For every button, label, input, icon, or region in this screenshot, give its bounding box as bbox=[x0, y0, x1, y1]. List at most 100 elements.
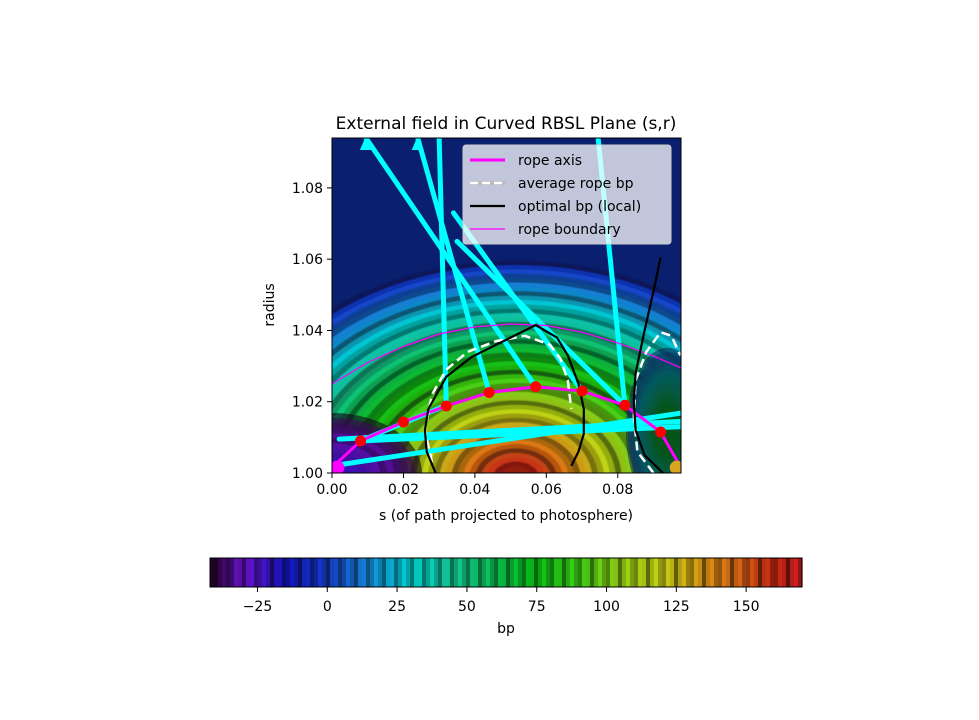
rope-footpoint bbox=[669, 460, 681, 473]
rope-axis-point bbox=[655, 426, 667, 438]
colorbar-band bbox=[574, 558, 579, 587]
colorbar-band bbox=[638, 558, 643, 587]
colorbar-band bbox=[714, 558, 719, 587]
colorbar-band bbox=[278, 558, 283, 587]
x-tick-label: 0.08 bbox=[602, 482, 633, 498]
colorbar-band bbox=[522, 558, 527, 587]
colorbar-band bbox=[442, 558, 447, 587]
rope-axis-point bbox=[355, 435, 367, 447]
x-axis-ticks: 0.00 0.02 0.04 0.06 0.08 bbox=[316, 473, 633, 498]
colorbar-band bbox=[350, 558, 355, 587]
colorbar-band bbox=[306, 558, 311, 587]
colorbar-band bbox=[338, 558, 343, 587]
colorbar-band bbox=[734, 558, 739, 587]
colorbar-band bbox=[738, 558, 743, 587]
colorbar-band bbox=[450, 558, 455, 587]
colorbar-band bbox=[458, 558, 463, 587]
colorbar-band bbox=[498, 558, 503, 587]
colorbar-gradient bbox=[210, 558, 803, 587]
colorbar-frame bbox=[209, 557, 803, 588]
x-tick-label: 0.06 bbox=[531, 482, 562, 498]
colorbar-tick-label: 75 bbox=[528, 599, 546, 615]
colorbar-band bbox=[478, 558, 483, 587]
colorbar-band bbox=[374, 558, 379, 587]
colorbar-band bbox=[218, 558, 223, 587]
colorbar-band bbox=[610, 558, 615, 587]
colorbar-band bbox=[266, 558, 271, 587]
colorbar-band bbox=[474, 558, 479, 587]
colorbar-band bbox=[674, 558, 679, 587]
colorbar-band bbox=[730, 558, 735, 587]
colorbar-band bbox=[214, 558, 219, 587]
field-line bbox=[336, 418, 681, 442]
rope-axis-point bbox=[397, 416, 409, 428]
colorbar-band bbox=[434, 558, 439, 587]
y-tick-label: 1.08 bbox=[292, 181, 323, 197]
colorbar-band bbox=[362, 558, 367, 587]
colorbar-band bbox=[282, 558, 287, 587]
series-line-rope-axis bbox=[332, 385, 681, 469]
colorbar: −25 0 25 50 75 100 125 150 bp bbox=[209, 557, 803, 637]
colorbar-band bbox=[298, 558, 303, 587]
colorbar-band bbox=[726, 558, 731, 587]
colorbar-band bbox=[414, 558, 419, 587]
colorbar-band bbox=[646, 558, 651, 587]
colorbar-band bbox=[706, 558, 711, 587]
colorbar-band bbox=[466, 558, 471, 587]
colorbar-band bbox=[402, 558, 407, 587]
colorbar-band bbox=[286, 558, 291, 587]
colorbar-band bbox=[642, 558, 647, 587]
colorbar-band bbox=[326, 558, 331, 587]
colorbar-band bbox=[598, 558, 603, 587]
colorbar-band bbox=[342, 558, 347, 587]
legend-label: optimal bp (local) bbox=[518, 199, 641, 215]
legend: rope axis average rope bp optimal bp (loca… bbox=[462, 144, 672, 245]
colorbar-band bbox=[222, 558, 227, 587]
colorbar-band bbox=[566, 558, 571, 587]
colorbar-band bbox=[378, 558, 383, 587]
series-line-rope-boundary bbox=[332, 323, 681, 385]
colorbar-band bbox=[454, 558, 459, 587]
y-tick-label: 1.00 bbox=[292, 466, 323, 482]
colorbar-band bbox=[630, 558, 635, 587]
colorbar-tick-label: 50 bbox=[458, 599, 476, 615]
colorbar-band bbox=[490, 558, 495, 587]
field-line bbox=[454, 238, 628, 408]
colorbar-band bbox=[698, 558, 703, 587]
y-axis-label: radius bbox=[262, 283, 278, 326]
colorbar-band bbox=[226, 558, 231, 587]
colorbar-band bbox=[694, 558, 699, 587]
colorbar-band bbox=[510, 558, 515, 587]
colorbar-band bbox=[678, 558, 683, 587]
colorbar-band bbox=[530, 558, 535, 587]
colorbar-band bbox=[670, 558, 675, 587]
y-tick-label: 1.02 bbox=[292, 395, 323, 411]
colorbar-band bbox=[770, 558, 775, 587]
colorbar-band bbox=[542, 558, 547, 587]
colorbar-band bbox=[746, 558, 751, 587]
colorbar-band bbox=[410, 558, 415, 587]
field-line bbox=[436, 138, 449, 409]
colorbar-tick-label: −25 bbox=[243, 599, 273, 615]
legend-label: average rope bp bbox=[518, 176, 634, 192]
colorbar-band bbox=[426, 558, 431, 587]
rope-footpoint bbox=[332, 460, 345, 473]
colorbar-band bbox=[294, 558, 299, 587]
colorbar-band bbox=[754, 558, 759, 587]
legend-label: rope boundary bbox=[518, 222, 621, 238]
colorbar-band bbox=[314, 558, 319, 587]
rope-axis-point bbox=[483, 386, 495, 398]
x-tick-label: 0.04 bbox=[459, 482, 490, 498]
colorbar-band bbox=[650, 558, 655, 587]
colorbar-band bbox=[682, 558, 687, 587]
colorbar-band bbox=[482, 558, 487, 587]
colorbar-band bbox=[750, 558, 755, 587]
colorbar-band bbox=[666, 558, 671, 587]
colorbar-band bbox=[702, 558, 707, 587]
colorbar-band bbox=[758, 558, 763, 587]
colorbar-band bbox=[394, 558, 399, 587]
colorbar-band bbox=[786, 558, 791, 587]
field-line-arrowhead bbox=[411, 138, 424, 150]
rope-axis-point bbox=[530, 381, 542, 393]
colorbar-band bbox=[318, 558, 323, 587]
